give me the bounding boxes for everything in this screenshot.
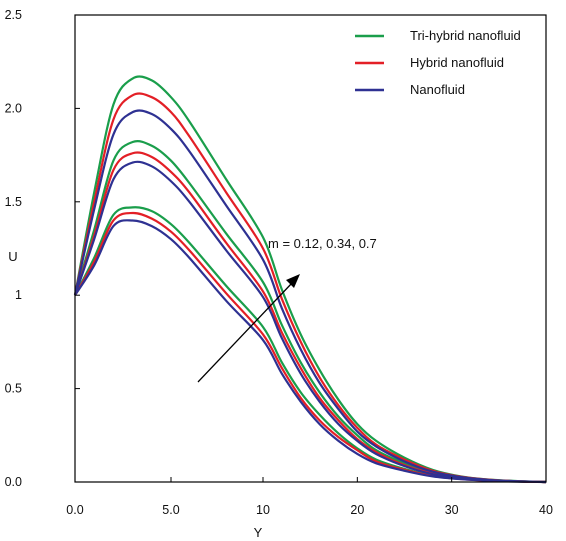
y-tick-label: 2.0 [5, 101, 22, 115]
trend-arrow [197, 274, 300, 383]
curves-layer [73, 75, 547, 484]
series-line-7 [73, 75, 547, 484]
x-axis-label: Y [254, 525, 263, 540]
x-tick-label: 40 [539, 503, 553, 517]
trend-arrow-shaft [197, 282, 293, 383]
y-tick-label: 2.5 [5, 8, 22, 22]
series-line-5 [73, 151, 547, 484]
legend-label: Nanofluid [410, 82, 465, 97]
series-line-8 [73, 92, 547, 484]
x-ticks: 0.0 5.0 10 20 30 40 [66, 477, 553, 517]
series-line-3 [74, 219, 547, 484]
x-tick-label: 20 [350, 503, 364, 517]
y-tick-label: 1.5 [5, 195, 22, 209]
y-axis-label: U [8, 249, 17, 264]
y-tick-label: 1 [15, 288, 22, 302]
series-line-4 [73, 140, 547, 484]
legend-label: Hybrid nanofluid [410, 55, 504, 70]
parameter-annotation: m = 0.12, 0.34, 0.7 [268, 236, 377, 251]
series-line-2 [74, 211, 547, 484]
y-ticks: 0.0 0.5 1 1.5 2.0 2.5 [5, 8, 80, 489]
plot-frame [74, 14, 547, 483]
y-tick-label: 0.5 [5, 382, 22, 396]
series-line-9 [73, 109, 547, 484]
x-tick-label: 30 [445, 503, 459, 517]
x-tick-label: 10 [256, 503, 270, 517]
trend-arrow-head [286, 274, 300, 288]
x-tick-label: 0.0 [66, 503, 83, 517]
series-line-6 [73, 160, 547, 484]
y-tick-label: 0.0 [5, 475, 22, 489]
legend-label: Tri-hybrid nanofluid [410, 28, 521, 43]
x-tick-label: 5.0 [162, 503, 179, 517]
legend: Tri-hybrid nanofluid Hybrid nanofluid Nano… [355, 28, 521, 97]
